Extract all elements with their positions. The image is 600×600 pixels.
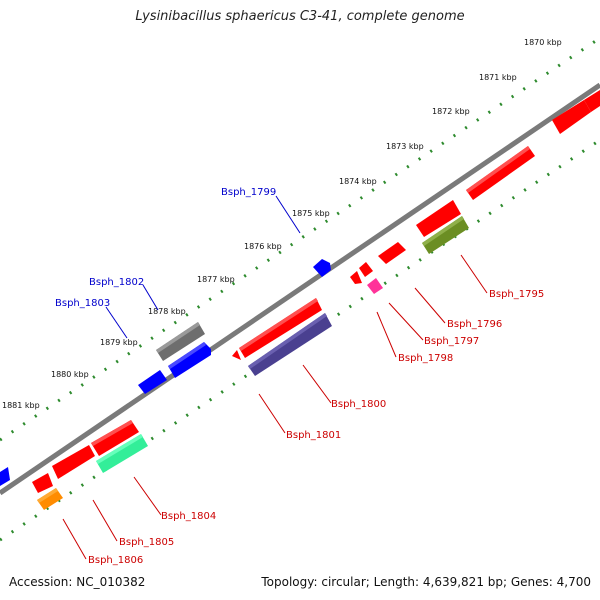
gene-red-small-1801[interactable] [232, 350, 241, 360]
gene-orange-1806[interactable] [37, 488, 63, 510]
gene-red-1798a[interactable] [359, 262, 373, 277]
topology-text: Topology: circular; Length: 4,639,821 bp… [261, 575, 591, 589]
gene-label[interactable]: Bsph_1804 [161, 511, 216, 522]
map-title: Lysinibacillus sphaericus C3-41, complet… [135, 9, 465, 24]
tick-label: 1871 kbp [479, 73, 517, 82]
gene-label[interactable]: Bsph_1802 [89, 277, 144, 288]
gene-label[interactable]: Bsph_1806 [88, 555, 143, 566]
leader-line [142, 284, 159, 311]
gene-label[interactable]: Bsph_1799 [221, 187, 276, 198]
gene-red-long-top[interactable] [466, 146, 535, 200]
leader-line [258, 393, 286, 434]
tick-label: 1879 kbp [100, 338, 138, 347]
leader-line [376, 311, 397, 358]
leader-line [460, 254, 488, 294]
gene-label[interactable]: Bsph_1795 [489, 289, 544, 300]
gene-olive-1795[interactable] [422, 216, 469, 254]
gene-red-1796[interactable] [416, 200, 461, 237]
gene-red-1804[interactable] [91, 420, 139, 456]
leader-line [414, 287, 446, 324]
leader-line [388, 302, 424, 341]
tick-label: 1875 kbp [292, 209, 330, 218]
gene-red-1806a[interactable] [32, 473, 53, 493]
gene-blue-edge[interactable] [0, 467, 10, 486]
gene-red-1795a[interactable] [552, 90, 600, 134]
leader-line [62, 518, 87, 560]
tick-label: 1876 kbp [244, 242, 282, 251]
tick-label: 1874 kbp [339, 177, 377, 186]
gene-red-1798b[interactable] [350, 271, 362, 284]
gene-label[interactable]: Bsph_1800 [331, 399, 386, 410]
leader-line [275, 195, 301, 234]
gene-red-1800[interactable] [239, 298, 322, 358]
leader-line [92, 499, 118, 542]
gene-red-1805[interactable] [52, 445, 95, 479]
gene-label[interactable]: Bsph_1797 [424, 336, 479, 347]
tick-label: 1870 kbp [524, 38, 562, 47]
gene-label[interactable]: Bsph_1798 [398, 353, 453, 364]
leader-line [302, 364, 332, 404]
gene-red-1797[interactable] [378, 242, 406, 264]
gene-navy-1801[interactable] [248, 313, 332, 376]
gene-label[interactable]: Bsph_1805 [119, 537, 174, 548]
gene-label[interactable]: Bsph_1801 [286, 430, 341, 441]
tick-label: 1881 kbp [2, 401, 40, 410]
gene-label[interactable]: Bsph_1796 [447, 319, 502, 330]
gene-teal-1804[interactable] [96, 434, 148, 473]
gene-pink-1798[interactable] [367, 278, 383, 294]
accession-text: Accession: NC_010382 [9, 575, 146, 589]
genome-backbone [0, 82, 600, 496]
tick-label: 1877 kbp [197, 275, 235, 284]
gene-gray[interactable] [156, 322, 205, 361]
tick-label: 1872 kbp [432, 107, 470, 116]
gene-blue-small[interactable] [313, 259, 331, 277]
gene-blue-right[interactable] [168, 342, 211, 378]
tick-label: 1873 kbp [386, 142, 424, 151]
tick-label: 1878 kbp [148, 307, 186, 316]
outer-dotted-track [0, 36, 600, 442]
gene-label[interactable]: Bsph_1803 [55, 298, 110, 309]
leader-line [105, 306, 128, 339]
tick-label: 1880 kbp [51, 370, 89, 379]
gene-blue-left[interactable] [138, 370, 167, 394]
leader-line [133, 476, 162, 516]
